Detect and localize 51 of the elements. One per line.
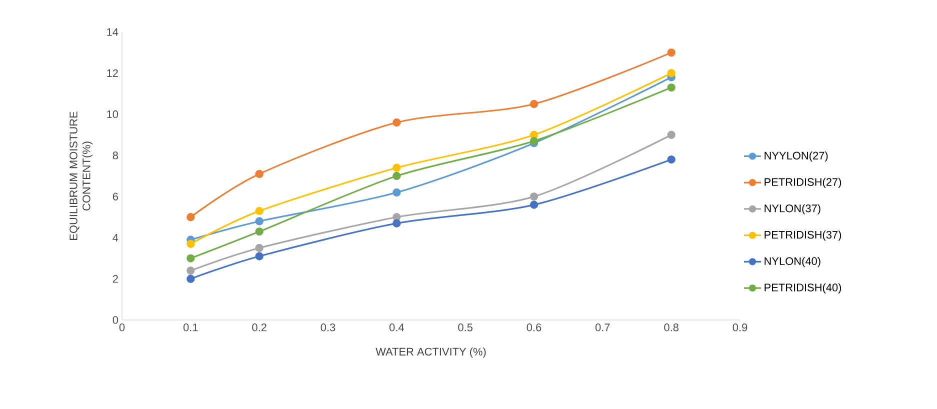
point — [255, 170, 264, 178]
point — [255, 206, 264, 216]
x-axis-title: WATER ACTIVITY (%) — [376, 348, 486, 358]
x-tick-label: 0.3 — [320, 324, 336, 332]
legend-label: PETRIDISH(27) — [764, 178, 842, 188]
point — [667, 48, 676, 57]
y-tick-label: 4 — [112, 234, 118, 242]
point — [667, 83, 676, 92]
point — [667, 130, 676, 139]
x-tick-label: 0.5 — [458, 324, 472, 332]
legend-label: NYYLON(27) — [764, 151, 828, 162]
point — [392, 118, 401, 127]
point — [186, 266, 195, 275]
y-tick-label: 2 — [112, 275, 118, 283]
point — [186, 213, 195, 222]
x-tick-label: 0.9 — [732, 324, 748, 332]
point — [255, 217, 264, 226]
point — [667, 155, 676, 164]
legend-label: NYLON(40) — [764, 256, 820, 268]
point — [186, 274, 195, 283]
x-tick-label: 0.8 — [664, 324, 678, 332]
point — [186, 240, 195, 248]
y-tick-label: 0 — [112, 316, 118, 324]
x-tick-label: 0.6 — [526, 324, 542, 332]
legend-label: PETRIDISH(37) — [764, 230, 842, 241]
point — [392, 188, 401, 197]
y-axis-title: EQUILIBRUM MOISTURE CONTENT(%) — [70, 112, 92, 240]
x-tick-label: 0.1 — [183, 324, 198, 332]
legend-label: NYLON(37) — [764, 204, 820, 214]
point — [530, 100, 538, 108]
legend-label: PETRIDISH(40) — [764, 283, 842, 294]
x-tick-label: 0.7 — [595, 324, 610, 332]
x-tick-label: 0 — [119, 324, 125, 332]
point — [186, 254, 195, 262]
point — [392, 172, 401, 180]
point — [667, 69, 676, 78]
y-tick-label: 10 — [107, 110, 118, 118]
x-tick-label: 0.4 — [389, 324, 404, 332]
x-tick-label: 0.2 — [252, 324, 266, 332]
y-tick-label: 6 — [112, 192, 118, 200]
point — [530, 136, 538, 146]
y-tick-label: 14 — [107, 28, 118, 36]
y-tick-label: 8 — [112, 152, 118, 160]
point — [530, 200, 538, 209]
point — [530, 192, 538, 201]
point — [255, 252, 264, 260]
point — [255, 244, 264, 252]
point — [392, 219, 401, 228]
y-tick-label: 12 — [107, 69, 118, 77]
point — [392, 164, 401, 172]
point — [255, 227, 264, 236]
